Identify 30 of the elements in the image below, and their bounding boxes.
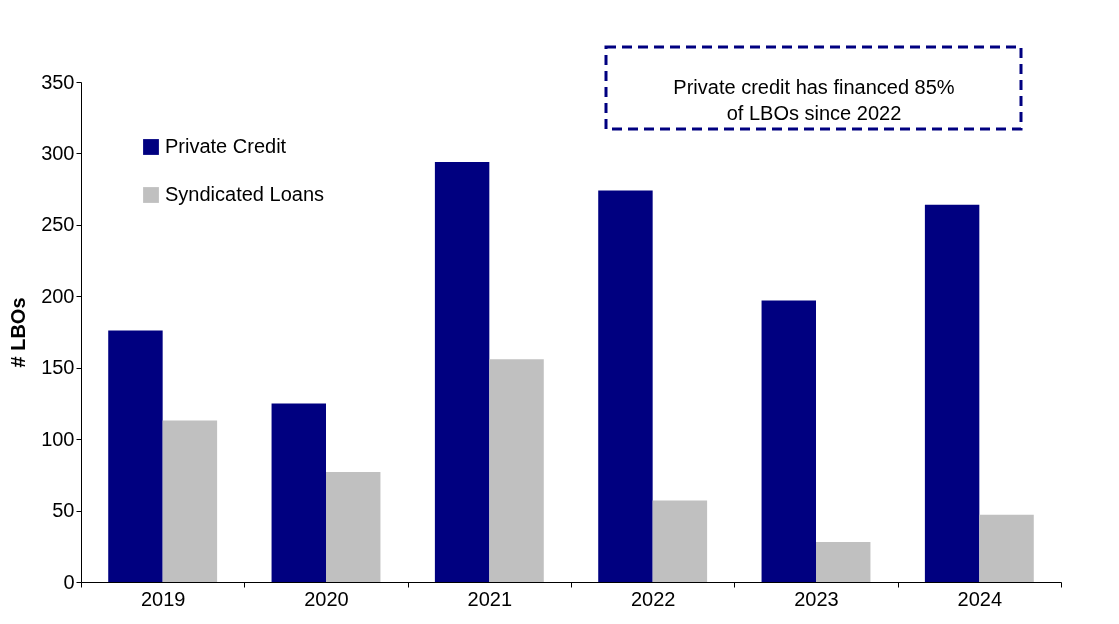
bar xyxy=(598,190,653,582)
x-tick-label: 2024 xyxy=(957,587,1003,610)
y-tick-label: 100 xyxy=(41,427,75,450)
bar xyxy=(761,300,816,582)
x-tick-label: 2019 xyxy=(140,587,186,610)
y-tick-label: 50 xyxy=(52,499,75,522)
bar xyxy=(979,514,1034,582)
legend-label: Private Credit xyxy=(165,135,287,157)
bar xyxy=(434,162,490,582)
x-tick-label: 2021 xyxy=(467,587,513,610)
y-tick-label: 200 xyxy=(41,284,75,307)
y-tick-label: 350 xyxy=(41,70,75,93)
bar xyxy=(108,330,163,582)
x-tick-label: 2023 xyxy=(794,587,839,610)
bar xyxy=(924,204,980,582)
bar xyxy=(816,542,871,582)
y-tick-label: 300 xyxy=(41,141,75,164)
bar xyxy=(489,359,544,582)
bar xyxy=(271,403,326,582)
bar xyxy=(326,472,381,582)
y-tick-label: 250 xyxy=(41,213,75,236)
legend-label: Syndicated Loans xyxy=(165,183,325,205)
y-tick-label: 150 xyxy=(41,356,75,379)
bar xyxy=(162,420,218,582)
y-tick-label: 0 xyxy=(63,570,75,593)
annotation: Private credit has financed 85% of LBOs since 2022 xyxy=(673,76,955,124)
bar xyxy=(652,500,708,582)
y-axis-title: # LBOs xyxy=(7,297,30,368)
x-tick-label: 2020 xyxy=(304,587,349,610)
x-tick-label: 2022 xyxy=(630,587,676,610)
